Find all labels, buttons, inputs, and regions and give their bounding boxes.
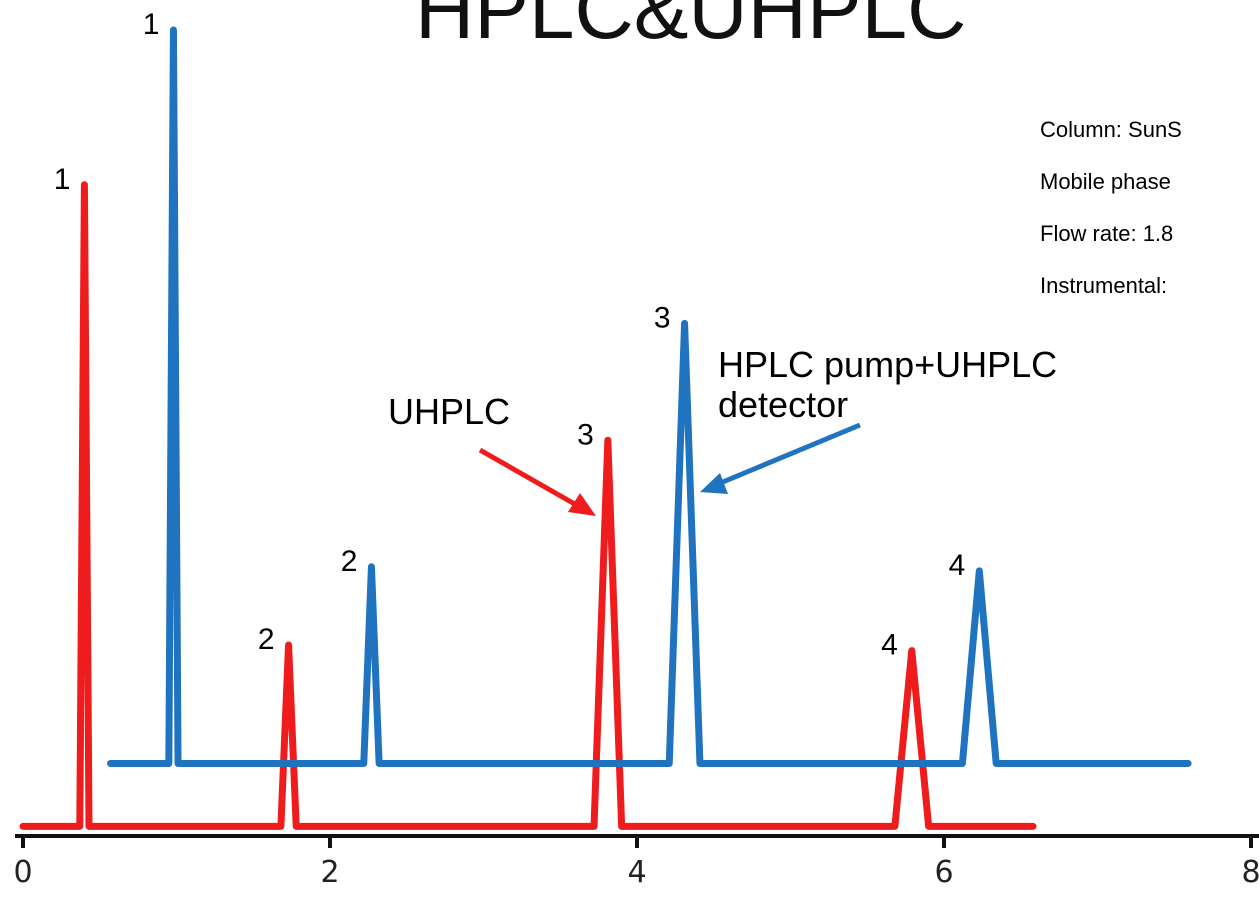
annotation: Flow rate: 1.8 <box>1040 221 1173 246</box>
annotation: Mobile phase <box>1040 169 1171 194</box>
peak-label: 1 <box>54 163 71 196</box>
peak-label: 4 <box>881 629 898 662</box>
x-tick-label: 4 <box>627 855 646 890</box>
x-tick-label: 8 <box>1241 855 1259 890</box>
peak-label: 2 <box>258 623 275 656</box>
series-label: UHPLC <box>388 391 510 432</box>
arrow-head <box>568 493 596 516</box>
peak-label: 1 <box>143 8 160 41</box>
x-tick-label: 6 <box>934 855 953 890</box>
x-tick-label: 2 <box>320 855 339 890</box>
trace <box>19 181 1037 830</box>
x-tick-label: 0 <box>13 855 32 890</box>
peak-label: 3 <box>654 301 671 334</box>
arrow <box>478 447 582 510</box>
arrow <box>717 422 861 487</box>
chart-title: HPLC&UHPLC <box>415 0 966 56</box>
peak-label: 4 <box>949 549 966 582</box>
peak-label: 2 <box>341 545 358 578</box>
series-label: HPLC pump+UHPLC detector <box>718 344 1057 425</box>
annotation: Column: SunS <box>1040 117 1182 142</box>
arrow-head <box>700 473 728 494</box>
annotation: Instrumental: <box>1040 273 1167 298</box>
trace <box>106 26 1192 767</box>
peak-label: 3 <box>577 418 594 451</box>
